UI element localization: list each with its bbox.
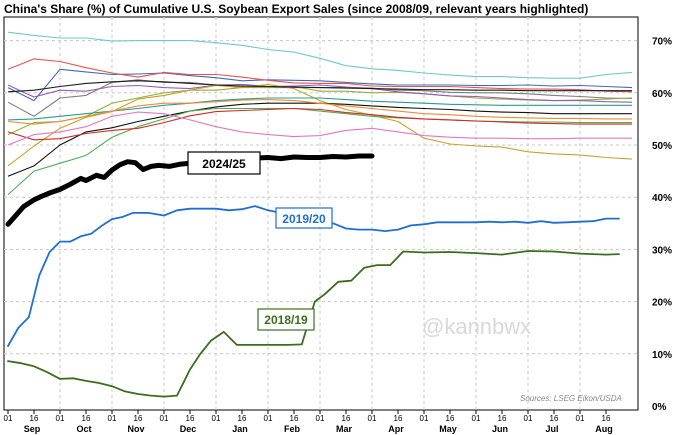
x-day-label: 01 (316, 414, 325, 423)
y-tick-label: 40% (652, 193, 672, 204)
x-day-label: 01 (472, 414, 481, 423)
x-day-label: 16 (30, 414, 39, 423)
x-day-label: 01 (524, 414, 533, 423)
x-month-label: Jan (232, 424, 248, 434)
y-tick-label: 20% (652, 298, 672, 309)
y-tick-label: 10% (652, 350, 672, 361)
label-2018-19: 2018/19 (257, 308, 315, 331)
series-line-bg-2 (7, 68, 633, 102)
x-month-label: Sep (24, 424, 41, 434)
x-month-label: Apr (388, 424, 404, 434)
y-axis-ticks: 0% 10% 20% 30% 40% 50% 60% 70% (652, 37, 672, 413)
x-day-label: 16 (550, 414, 559, 423)
series-line-bg-11 (7, 107, 632, 196)
x-day-label: 01 (108, 414, 117, 423)
x-month-label: Feb (284, 424, 301, 434)
chart-title: China's Share (%) of Cumulative U.S. Soy… (4, 2, 589, 16)
x-day-label: 01 (160, 414, 169, 423)
label-2024-25: 2024/25 (187, 151, 261, 175)
label-2024-25-text: 2024/25 (202, 157, 246, 171)
x-day-label: 16 (342, 414, 351, 423)
x-day-label: 16 (290, 414, 299, 423)
x-day-label: 16 (82, 414, 91, 423)
series-line-bg-10 (7, 99, 632, 125)
series-line-bg-14 (7, 80, 632, 93)
x-day-label: 01 (576, 414, 585, 423)
x-month-label: Mar (336, 424, 353, 434)
series-line-2018-19 (7, 250, 620, 398)
x-day-label: 01 (420, 414, 429, 423)
label-2018-19-text: 2018/19 (264, 313, 308, 327)
y-tick-label: 0% (652, 402, 667, 413)
gridlines (4, 17, 638, 410)
x-month-label: May (439, 424, 457, 434)
y-tick-label: 70% (652, 37, 672, 48)
x-day-label: 01 (212, 414, 221, 423)
x-day-label: 16 (186, 414, 195, 423)
x-axis-ticks: 01 16 01 16 01 16 01 16 01 16 01 16 01 16 01 16 01 16 01 16… (4, 410, 613, 434)
x-month-label: Oct (76, 424, 91, 434)
x-day-label: 01 (4, 414, 13, 423)
x-month-label: Dec (180, 424, 197, 434)
x-day-label: 16 (498, 414, 507, 423)
x-month-label: Aug (595, 424, 613, 434)
series-line-bg-6 (7, 83, 633, 103)
background-series (7, 31, 633, 196)
x-day-label: 01 (264, 414, 273, 423)
source-note: Sources: LSEG Eikon/USDA (520, 394, 622, 403)
x-day-label: 16 (238, 414, 247, 423)
label-2019-20: 2019/20 (275, 207, 333, 229)
watermark: @kannbwx (422, 314, 531, 339)
y-tick-label: 60% (652, 89, 672, 100)
y-tick-label: 50% (652, 141, 672, 152)
series-line-2024-25 (5, 153, 375, 227)
label-2019-20-text: 2019/20 (282, 212, 326, 226)
plot-frame (3, 16, 639, 411)
x-day-label: 16 (394, 414, 403, 423)
y-tick-label: 30% (652, 245, 672, 256)
x-day-label: 01 (56, 414, 65, 423)
x-day-label: 01 (368, 414, 377, 423)
x-day-label: 16 (602, 414, 611, 423)
series-line-bg-1 (7, 31, 633, 79)
x-month-label: Jul (545, 424, 558, 434)
x-day-label: 16 (446, 414, 455, 423)
x-month-label: Jun (492, 424, 508, 434)
x-month-label: Nov (127, 424, 144, 434)
highlight-series (5, 153, 620, 398)
series-line-bg-3 (7, 58, 633, 93)
x-day-label: 16 (134, 414, 143, 423)
series-line-bg-12 (7, 107, 632, 141)
series-line-bg-13 (7, 111, 632, 146)
